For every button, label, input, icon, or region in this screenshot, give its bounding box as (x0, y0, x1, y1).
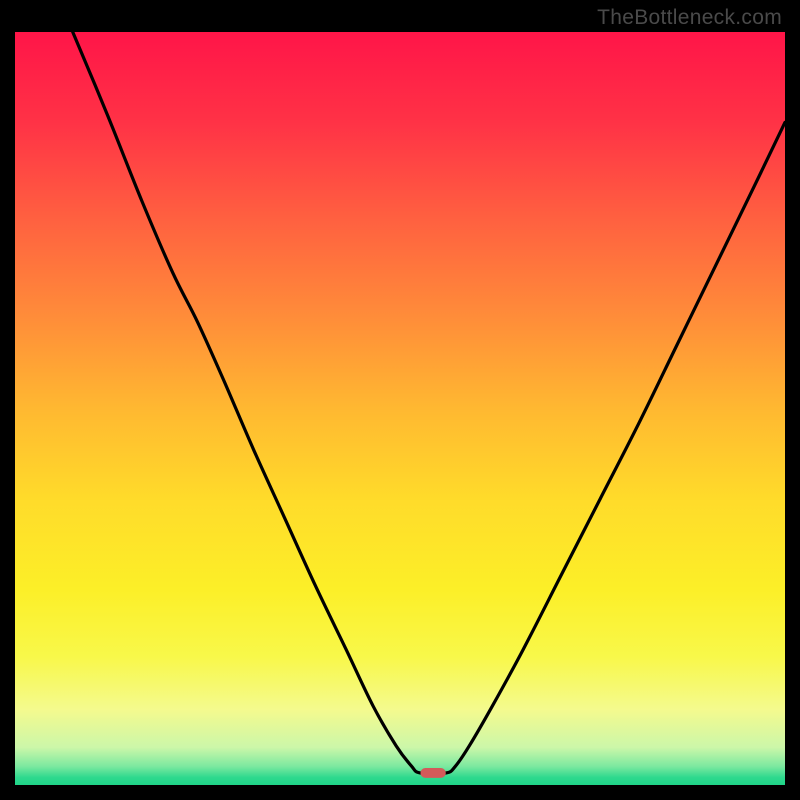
bottleneck-curve (73, 32, 785, 774)
watermark-text: TheBottleneck.com (597, 6, 782, 30)
plot-area (15, 32, 785, 785)
chart-container: TheBottleneck.com (0, 0, 800, 800)
curve-layer (15, 32, 785, 785)
min-marker (420, 768, 445, 778)
